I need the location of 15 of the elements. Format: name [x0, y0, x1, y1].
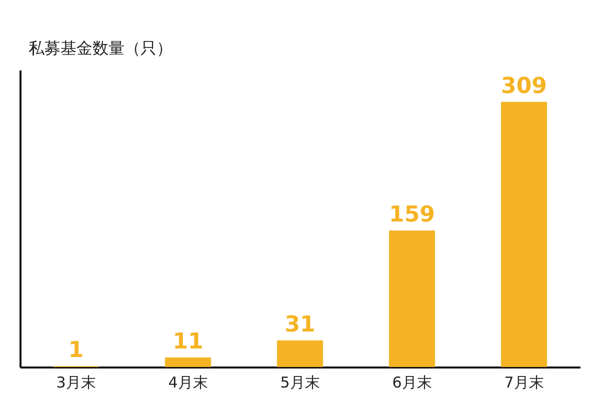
- x-tick-label: 5月末: [280, 374, 320, 392]
- x-tick-label: 6月末: [392, 374, 432, 392]
- y-axis-title: 私募基金数量（只）: [28, 38, 172, 58]
- bar: [277, 340, 323, 367]
- data-label: 11: [172, 330, 204, 355]
- data-label: 159: [389, 202, 435, 228]
- x-tick-label: 4月末: [168, 374, 208, 392]
- data-label: 1: [68, 338, 84, 364]
- bar: [389, 230, 435, 367]
- bar: [501, 102, 547, 367]
- x-tick-label: 7月末: [504, 374, 544, 392]
- data-label: 31: [284, 312, 316, 338]
- x-tick-label: 3月末: [56, 374, 96, 392]
- data-label: 309: [501, 74, 547, 99]
- bar: [165, 358, 211, 367]
